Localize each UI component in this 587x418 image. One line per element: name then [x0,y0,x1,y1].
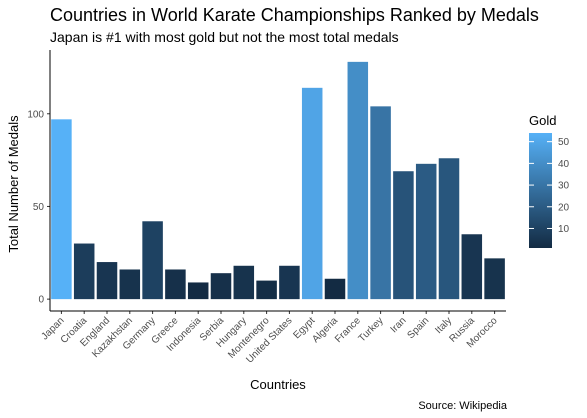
legend-title: Gold [529,113,556,128]
bars-group [51,61,505,300]
bar-greece [165,269,186,300]
chart-title: Countries in World Karate Championships … [50,5,539,25]
legend-tick-label: 20 [558,202,570,213]
x-axis-ticks: JapanCroatiaEnglandKazakhstanGermanyGree… [39,311,500,366]
chart-subtitle: Japan is #1 with most gold but not the m… [50,29,399,45]
bar-indonesia [187,282,209,300]
legend-tick-label: 50 [558,137,570,148]
bar-serbia [210,273,232,300]
bar-spain [415,163,437,300]
bar-croatia [73,243,95,300]
bar-japan [51,119,72,300]
gold-legend: Gold 10 20 30 40 50 [529,113,570,248]
bar-turkey [370,106,391,300]
bar-algeria [324,278,346,300]
bar-russia [461,234,483,300]
bar-iran [393,171,414,300]
bar-kazakhstan [119,269,141,300]
x-tick-label: France [333,315,363,345]
bar-germany [142,221,163,300]
bar-united-states [279,265,300,300]
y-tick-label: 100 [27,109,44,120]
bar-france [347,61,369,300]
bar-montenegro [256,280,277,300]
bar-england [96,262,118,300]
legend-colorbar [529,133,552,248]
y-axis-ticks: 0 50 100 [27,109,50,306]
x-tick-label: Spain [405,315,431,341]
bar-hungary [233,265,255,300]
y-tick-label: 50 [33,202,45,213]
legend-tick-label: 40 [558,159,570,170]
x-tick-label: Turkey [357,315,386,344]
y-tick-label: 0 [38,295,44,306]
x-axis-title: Countries [250,377,306,392]
bar-italy [438,158,460,300]
y-axis-title: Total Number of Medals [6,115,21,253]
legend-tick-label: 10 [558,224,570,235]
bar-egypt [301,87,323,300]
legend-tick-label: 30 [558,181,570,192]
bar-morocco [484,258,505,300]
source-caption: Source: Wikipedia [418,400,507,412]
